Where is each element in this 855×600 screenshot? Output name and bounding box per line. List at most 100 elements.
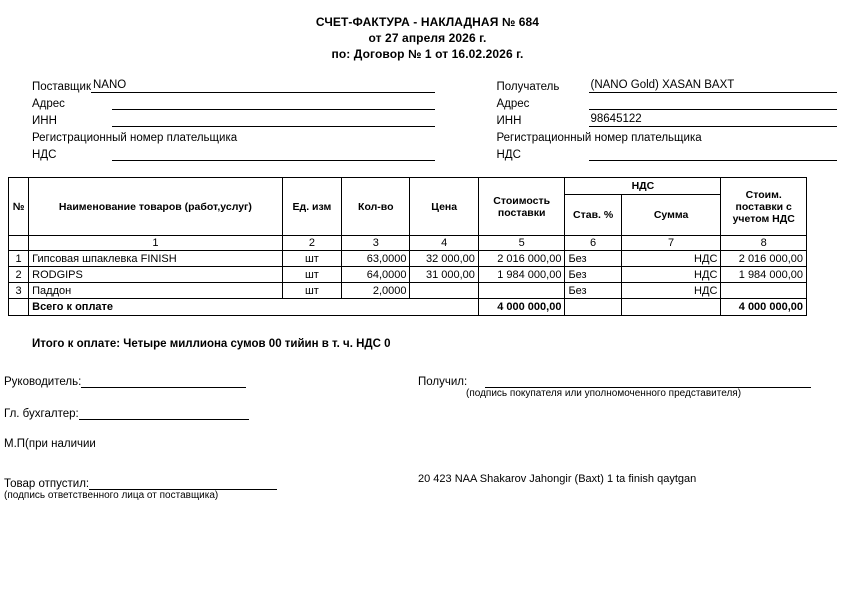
supplier-address-value[interactable] [112, 95, 435, 110]
supplier-block: Поставщик NANO Адрес ИНН Регистрационный… [32, 76, 435, 161]
colnum-3: 3 [341, 235, 411, 251]
header-supply-cost: Стоимость поставки [477, 177, 566, 236]
cell-supply-cost: 2 016 000,00 [477, 250, 566, 267]
total-row-vat-sum [620, 298, 722, 316]
signature-block: Руководитель: Гл. бухгалтер: М.П(при нал… [0, 374, 855, 524]
table-row[interactable]: 2 RODGIPS шт 64,0000 31 000,00 1 984 000… [7, 266, 807, 283]
recipient-reg-row: Регистрационный номер плательщика [497, 127, 838, 144]
colnum-8: 8 [720, 235, 807, 251]
cell-total-with-vat [720, 282, 807, 299]
supplier-address-row: Адрес [32, 93, 435, 110]
title-line-2: от 27 апреля 2026 г. [368, 31, 487, 45]
director-label: Руководитель: [4, 376, 82, 388]
cell-total-with-vat: 2 016 000,00 [720, 250, 807, 267]
colnum-7: 7 [620, 235, 722, 251]
title-line-3: по: Договор № 1 от 16.02.2026 г. [331, 47, 524, 61]
supplier-inn-value[interactable] [112, 112, 435, 127]
table-row[interactable]: 3 Паддон шт 2,0000 Без НДС [7, 282, 807, 299]
cell-price: 31 000,00 [409, 266, 479, 283]
spacer-before-bottom-note [418, 399, 848, 473]
header-vat-group: НДС [564, 177, 722, 195]
supplier-name-value[interactable]: NANO [90, 78, 435, 93]
total-row-spacer [7, 298, 30, 316]
cell-vat-rate: Без [564, 282, 622, 299]
table-total-row: Всего к оплате 4 000 000,00 4 000 000,00 [7, 298, 807, 316]
director-row: Руководитель: [4, 374, 424, 388]
spacer-after-stamp [4, 450, 424, 476]
supplier-name-row: Поставщик NANO [32, 76, 435, 93]
recipient-address-value[interactable] [588, 95, 837, 110]
cell-vat-rate: Без [564, 266, 622, 283]
supplier-vat-value[interactable] [112, 146, 435, 161]
stamp-row: М.П(при наличии [4, 438, 424, 450]
supplier-vat-label: НДС [32, 149, 57, 161]
cell-no: 2 [7, 266, 30, 283]
cell-vat-sum: НДС [620, 266, 722, 283]
director-signature-line[interactable] [81, 374, 247, 388]
colnum-4: 4 [409, 235, 479, 251]
recipient-address-label: Адрес [496, 98, 530, 110]
cell-qty: 63,0000 [341, 250, 411, 267]
header-vat-sum: Сумма [620, 194, 722, 236]
cell-name: RODGIPS [28, 266, 283, 283]
cell-unit: шт [281, 266, 343, 283]
cell-no: 3 [7, 282, 30, 299]
colnum-blank [7, 235, 30, 251]
column-number-row: 1 2 3 4 5 6 7 8 [7, 235, 807, 251]
supplier-reg-row: Регистрационный номер плательщика [32, 127, 435, 144]
spacer-after-director [4, 388, 424, 406]
colnum-1: 1 [28, 235, 283, 251]
cell-total-with-vat: 1 984 000,00 [720, 266, 807, 283]
signature-left-column: Руководитель: Гл. бухгалтер: М.П(при нал… [4, 374, 424, 501]
cell-supply-cost: 1 984 000,00 [477, 266, 566, 283]
items-table: № Наименование товаров (работ,услуг) Ед.… [7, 177, 807, 316]
cell-vat-rate: Без [564, 250, 622, 267]
title-line-1: СЧЕТ-ФАКТУРА - НАКЛАДНАЯ № 684 [315, 15, 540, 29]
total-row-vat-rate [564, 298, 622, 316]
released-label: Товар отпустил: [4, 478, 90, 490]
recipient-vat-value[interactable] [588, 146, 837, 161]
received-signature-line[interactable] [485, 374, 812, 388]
supplier-inn-row: ИНН [32, 110, 435, 127]
cell-vat-sum: НДС [620, 282, 722, 299]
recipient-name-row: Получатель (NANO Gold) XASAN BAXT [497, 76, 837, 93]
recipient-vat-row: НДС [496, 144, 837, 161]
table-header-row: № Наименование товаров (работ,услуг) Ед.… [7, 177, 807, 236]
signature-right-column: Получил: (подпись покупателя или уполном… [418, 374, 848, 485]
accountant-row: Гл. бухгалтер: [4, 406, 424, 420]
cell-name: Гипсовая шпаклевка FINISH [28, 250, 283, 267]
supplier-vat-row: НДС [32, 144, 435, 161]
document-title-block: СЧЕТ-ФАКТУРА - НАКЛАДНАЯ № 684 от 27 апр… [0, 0, 855, 62]
colnum-5: 5 [477, 235, 566, 251]
bottom-note: 20 423 NAA Shakarov Jahongir (Baxt) 1 ta… [418, 473, 697, 485]
total-row-total-with-vat: 4 000 000,00 [720, 298, 807, 316]
header-unit: Ед. изм [281, 177, 343, 236]
cell-price: 32 000,00 [409, 250, 479, 267]
parties-block: Поставщик NANO Адрес ИНН Регистрационный… [0, 76, 855, 161]
header-price: Цена [409, 177, 479, 236]
released-signature-line[interactable] [89, 476, 278, 490]
colnum-2: 2 [281, 235, 343, 251]
supplier-name-label: Поставщик [32, 81, 91, 93]
recipient-vat-label: НДС [496, 149, 521, 161]
released-note: (подпись ответственного лица от поставщи… [4, 490, 219, 501]
supplier-address-label: Адрес [32, 98, 65, 110]
recipient-block: Получатель (NANO Gold) XASAN BAXT Адрес … [435, 76, 838, 161]
cell-no: 1 [7, 250, 30, 267]
accountant-signature-line[interactable] [78, 406, 249, 420]
recipient-inn-value[interactable]: 98645122 [588, 112, 837, 127]
cell-supply-cost [477, 282, 566, 299]
total-in-words: Итого к оплате: Четыре миллиона сумов 00… [32, 338, 391, 350]
released-row: Товар отпустил: [4, 476, 424, 490]
cell-vat-sum: НДС [620, 250, 722, 267]
cell-name: Паддон [28, 282, 283, 299]
table-row[interactable]: 1 Гипсовая шпаклевка FINISH шт 63,0000 3… [7, 250, 807, 267]
recipient-reg-label: Регистрационный номер плательщика [496, 132, 702, 144]
recipient-name-value[interactable]: (NANO Gold) XASAN BAXT [588, 78, 837, 93]
recipient-address-row: Адрес [496, 93, 837, 110]
header-no: № [7, 177, 30, 236]
supplier-inn-label: ИНН [32, 115, 57, 127]
colnum-6: 6 [564, 235, 622, 251]
supplier-reg-label: Регистрационный номер плательщика [32, 132, 238, 144]
header-qty: Кол-во [341, 177, 411, 236]
